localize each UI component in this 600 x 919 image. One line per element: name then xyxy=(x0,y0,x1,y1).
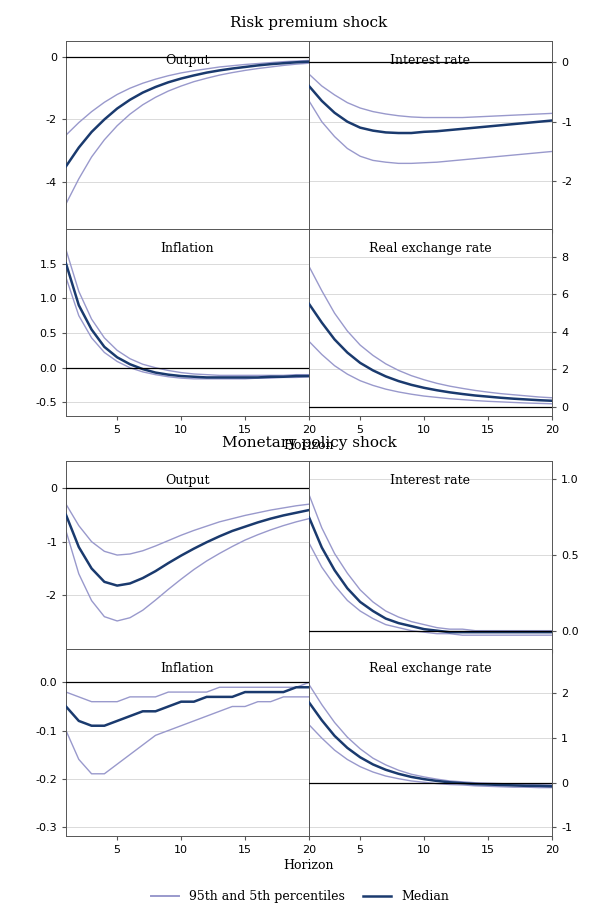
Legend: 95th and 5th percentiles, Median: 95th and 5th percentiles, Median xyxy=(146,885,454,908)
Text: Interest rate: Interest rate xyxy=(391,474,470,487)
Text: Horizon: Horizon xyxy=(284,439,334,452)
Text: Interest rate: Interest rate xyxy=(391,54,470,67)
Text: Inflation: Inflation xyxy=(161,242,214,255)
Text: Monetary policy shock: Monetary policy shock xyxy=(221,437,397,450)
Text: Inflation: Inflation xyxy=(161,662,214,675)
Text: Real exchange rate: Real exchange rate xyxy=(369,242,492,255)
Text: Output: Output xyxy=(165,54,210,67)
Text: Real exchange rate: Real exchange rate xyxy=(369,662,492,675)
Text: Horizon: Horizon xyxy=(284,859,334,872)
Text: Risk premium shock: Risk premium shock xyxy=(230,17,388,30)
Text: Output: Output xyxy=(165,474,210,487)
